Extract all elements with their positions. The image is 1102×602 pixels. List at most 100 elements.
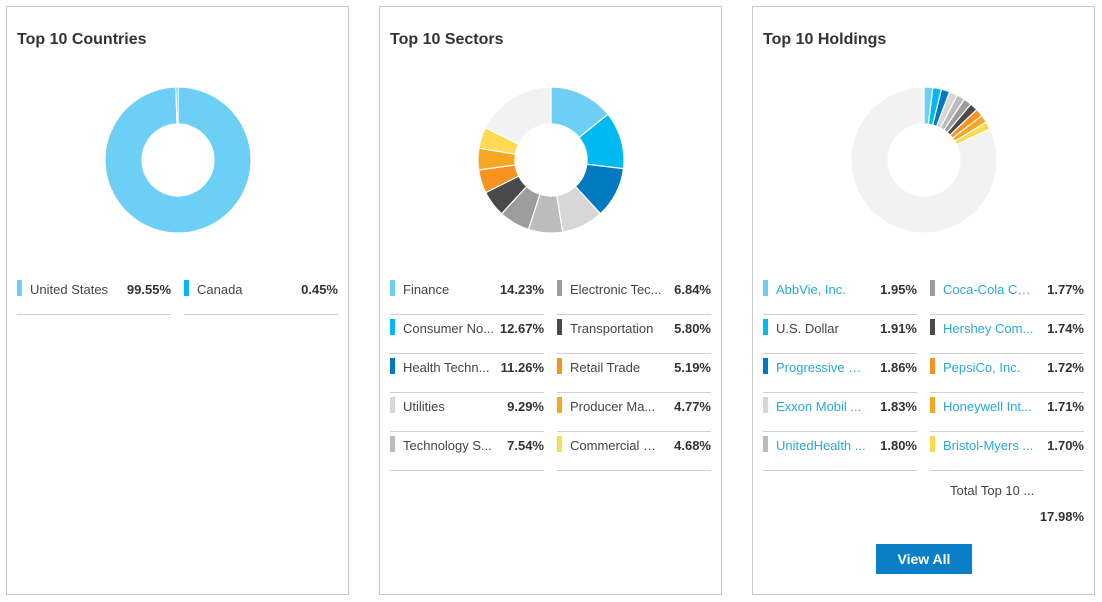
country-legend-label: Canada	[197, 282, 243, 297]
sector-legend-swatch	[557, 280, 562, 296]
holding-legend-value: 1.86%	[880, 360, 917, 375]
holding-legend-value: 1.91%	[880, 321, 917, 336]
sector-legend-value: 12.67%	[499, 321, 544, 336]
sector-legend-label: Finance	[403, 282, 450, 297]
holding-legend-value: 1.72%	[1047, 360, 1084, 375]
country-legend-row: Canada 0.45%	[184, 276, 338, 315]
holding-legend-swatch	[763, 280, 768, 296]
sector-legend-swatch	[557, 319, 562, 335]
holding-legend-row: AbbVie, Inc. 1.95%	[763, 276, 917, 315]
holding-legend-value: 1.77%	[1047, 282, 1084, 297]
holdings-title: Top 10 Holdings	[763, 31, 887, 48]
holding-legend-swatch	[763, 397, 768, 413]
holding-legend-label[interactable]: Honeywell Int...	[943, 399, 1032, 414]
sector-legend-row: Health Techn... 11.26%	[390, 354, 544, 393]
sector-legend-row: Electronic Tec... 6.84%	[557, 276, 711, 315]
sectors-card: Top 10 Sectors Finance 14.23% Consumer No.…	[379, 6, 722, 595]
holding-legend-label[interactable]: Progressive C...	[776, 360, 868, 375]
holding-legend-swatch	[930, 358, 935, 374]
country-legend-swatch	[17, 280, 22, 296]
sector-legend-row: Retail Trade 5.19%	[557, 354, 711, 393]
sector-legend-label: Technology S...	[403, 438, 492, 453]
sector-legend-label: Electronic Tec...	[570, 282, 662, 297]
view-all-button[interactable]: View All	[876, 544, 972, 574]
sector-legend-value: 6.84%	[674, 282, 711, 297]
holding-legend-label[interactable]: PepsiCo, Inc.	[943, 360, 1021, 375]
sector-legend-row: Finance 14.23%	[390, 276, 544, 315]
sector-legend-label: Retail Trade	[570, 360, 641, 375]
sector-legend-swatch	[390, 319, 395, 335]
sector-legend-swatch	[557, 397, 562, 413]
sector-legend-swatch	[390, 397, 395, 413]
sector-legend-row: Producer Ma... 4.77%	[557, 393, 711, 432]
holding-legend-row: Honeywell Int... 1.71%	[930, 393, 1084, 432]
holding-legend-value: 1.95%	[880, 282, 917, 297]
sectors-title: Top 10 Sectors	[390, 31, 504, 48]
sector-legend-row: Commercial S... 4.68%	[557, 432, 711, 471]
sector-legend-value: 9.29%	[507, 399, 544, 414]
holding-legend-label[interactable]: Coca-Cola Co...	[943, 282, 1035, 297]
remainder-slice	[484, 86, 552, 145]
sector-legend-swatch	[390, 358, 395, 374]
sector-legend-row: Technology S... 7.54%	[390, 432, 544, 471]
holding-legend-swatch	[763, 358, 768, 374]
countries-title: Top 10 Countries	[17, 31, 147, 48]
sector-legend-label: Producer Ma...	[570, 399, 656, 414]
holding-legend-row: Exxon Mobil ... 1.83%	[763, 393, 917, 432]
holding-legend-swatch	[763, 436, 768, 452]
country-slice	[104, 86, 252, 234]
holding-legend-label: U.S. Dollar	[776, 321, 839, 336]
sector-legend-value: 4.68%	[674, 438, 711, 453]
country-legend-value: 99.55%	[126, 282, 171, 297]
holdings-donut-chart	[850, 86, 998, 234]
holding-legend-row: PepsiCo, Inc. 1.72%	[930, 354, 1084, 393]
holding-legend-swatch	[930, 397, 935, 413]
holding-legend-row: U.S. Dollar 1.91%	[763, 315, 917, 354]
holding-legend-swatch	[930, 319, 935, 335]
sector-legend-swatch	[390, 280, 395, 296]
sector-legend-label: Commercial S...	[570, 438, 662, 453]
holding-legend-swatch	[930, 436, 935, 452]
holding-legend-label[interactable]: Hershey Com...	[943, 321, 1034, 336]
holding-legend-value: 1.71%	[1047, 399, 1084, 414]
sector-legend-value: 14.23%	[499, 282, 544, 297]
country-legend-row: United States 99.55%	[17, 276, 171, 315]
remainder-slice	[850, 86, 998, 234]
sector-legend-label: Health Techn...	[403, 360, 490, 375]
holdings-total-label: Total Top 10 ...	[950, 483, 1035, 498]
holding-legend-swatch	[763, 319, 768, 335]
holding-legend-value: 1.83%	[880, 399, 917, 414]
holding-legend-row: Coca-Cola Co... 1.77%	[930, 276, 1084, 315]
sector-legend-value: 5.80%	[674, 321, 711, 336]
holdings-card: Top 10 Holdings AbbVie, Inc. 1.95% U.S. Do…	[752, 6, 1095, 595]
sector-legend-value: 11.26%	[500, 360, 544, 375]
countries-card: Top 10 Countries United States 99.55% Can…	[6, 6, 349, 595]
sector-legend-row: Consumer No... 12.67%	[390, 315, 544, 354]
sector-legend-label: Utilities	[403, 399, 445, 414]
sector-legend-swatch	[557, 358, 562, 374]
country-legend-swatch	[184, 280, 189, 296]
holding-legend-label[interactable]: Exxon Mobil ...	[776, 399, 862, 414]
holding-legend-row: Bristol-Myers ... 1.70%	[930, 432, 1084, 471]
holding-legend-row: Progressive C... 1.86%	[763, 354, 917, 393]
sector-legend-row: Transportation 5.80%	[557, 315, 711, 354]
country-legend-label: United States	[30, 282, 109, 297]
holding-legend-label[interactable]: Bristol-Myers ...	[943, 438, 1034, 453]
holding-legend-row: UnitedHealth ... 1.80%	[763, 432, 917, 471]
country-legend-value: 0.45%	[301, 282, 338, 297]
holding-legend-label[interactable]: UnitedHealth ...	[776, 438, 866, 453]
sector-legend-row: Utilities 9.29%	[390, 393, 544, 432]
holding-legend-value: 1.74%	[1047, 321, 1084, 336]
holding-legend-label[interactable]: AbbVie, Inc.	[776, 282, 846, 297]
sector-legend-value: 7.54%	[507, 438, 544, 453]
holding-legend-value: 1.70%	[1047, 438, 1084, 453]
countries-donut-chart	[104, 86, 252, 234]
sector-legend-swatch	[557, 436, 562, 452]
country-slice	[175, 86, 179, 125]
sector-legend-label: Transportation	[570, 321, 654, 336]
sectors-donut-chart	[477, 86, 625, 234]
sector-legend-swatch	[390, 436, 395, 452]
holding-legend-row: Hershey Com... 1.74%	[930, 315, 1084, 354]
sector-legend-label: Consumer No...	[403, 321, 495, 336]
holdings-total-value: 17.98%	[1039, 509, 1084, 524]
